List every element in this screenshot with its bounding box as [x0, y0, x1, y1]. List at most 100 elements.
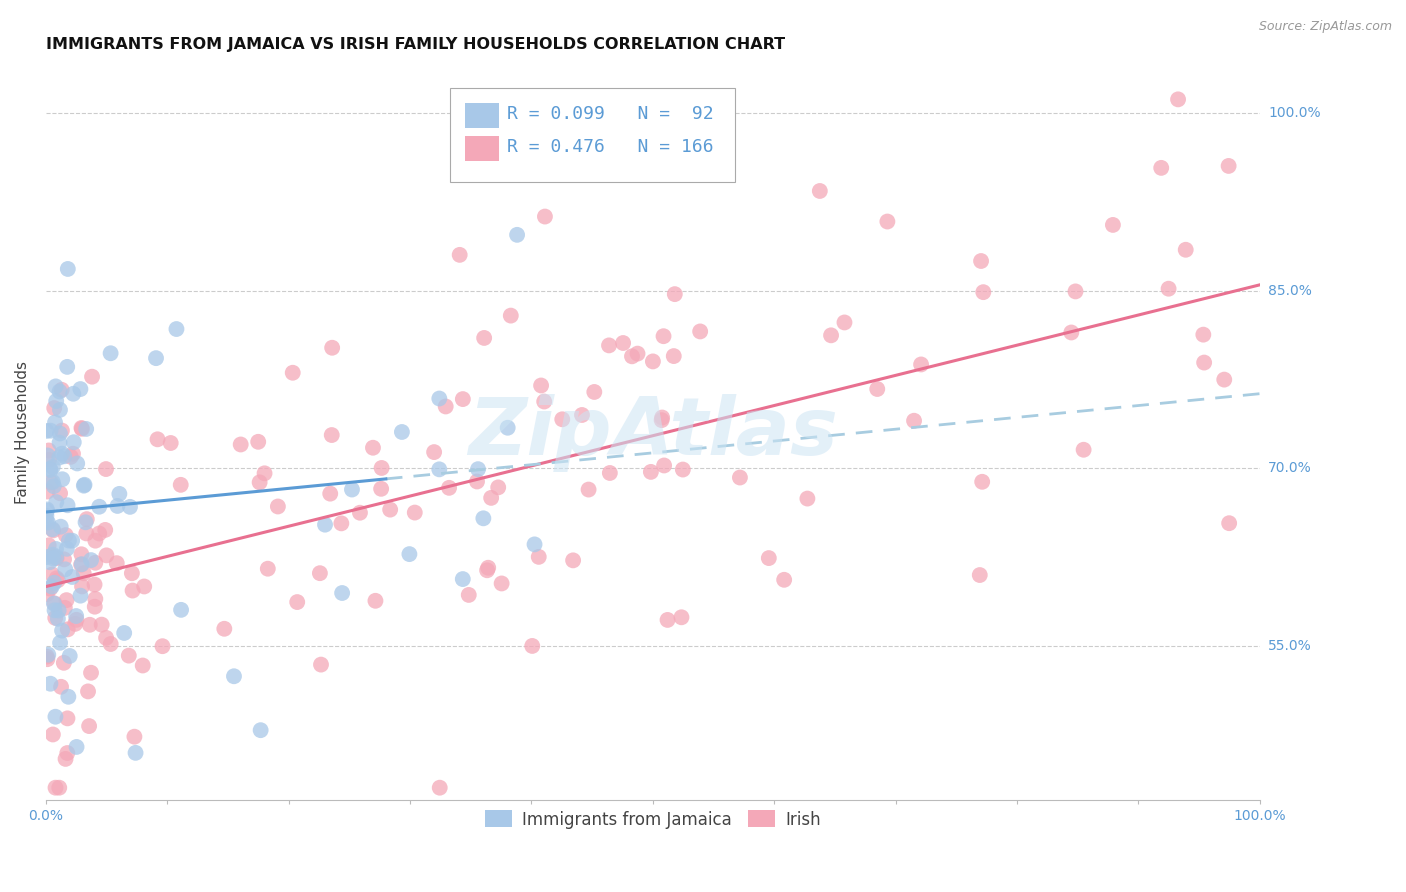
Point: [49, 426, 72, 441]
Point: [349, 506, 371, 520]
Point: [56, 746, 79, 760]
Point: [321, 341, 343, 355]
Point: [910, 358, 932, 372]
Point: [45, 550, 67, 565]
Point: [121, 583, 143, 598]
Point: [48, 384, 70, 399]
Point: [309, 566, 332, 581]
Point: [651, 410, 673, 425]
Point: [170, 478, 193, 492]
Point: [42, 475, 65, 489]
Point: [37, 449, 59, 463]
Point: [62, 435, 84, 450]
Point: [59, 648, 82, 663]
FancyBboxPatch shape: [465, 103, 499, 128]
Point: [121, 566, 143, 581]
Point: [1218, 159, 1240, 173]
Text: Source: ZipAtlas.com: Source: ZipAtlas.com: [1258, 20, 1392, 33]
Point: [35, 649, 58, 664]
Point: [506, 227, 529, 242]
Text: ZipAtlas: ZipAtlas: [468, 393, 838, 472]
Point: [46, 612, 69, 626]
Point: [434, 400, 457, 414]
Point: [249, 475, 271, 490]
Text: R = 0.476   N = 166: R = 0.476 N = 166: [508, 137, 714, 156]
Point: [1192, 355, 1215, 369]
Point: [42, 597, 65, 611]
Point: [49, 636, 72, 650]
Point: [75, 516, 97, 530]
Point: [146, 433, 169, 447]
Point: [41, 522, 63, 536]
Point: [94, 462, 117, 476]
Point: [626, 346, 648, 360]
Point: [44, 611, 66, 625]
Point: [42, 479, 65, 493]
FancyBboxPatch shape: [465, 136, 499, 161]
Point: [38, 443, 60, 458]
Point: [35, 514, 58, 528]
Point: [330, 586, 353, 600]
Point: [35, 587, 58, 601]
Point: [70, 579, 93, 593]
Point: [94, 631, 117, 645]
Point: [39, 463, 62, 477]
Point: [53, 562, 76, 576]
Point: [834, 315, 856, 329]
Point: [112, 626, 135, 640]
Point: [465, 475, 488, 489]
Point: [364, 594, 387, 608]
Point: [35, 508, 58, 523]
Point: [62, 386, 84, 401]
Point: [44, 710, 66, 724]
Point: [38, 453, 60, 467]
Point: [530, 378, 553, 392]
Point: [51, 472, 73, 486]
Point: [100, 346, 122, 360]
Point: [89, 526, 111, 541]
Point: [35, 424, 58, 438]
Point: [319, 486, 342, 500]
Point: [37, 484, 59, 499]
Point: [330, 516, 353, 531]
Point: [583, 384, 606, 399]
Point: [651, 413, 673, 427]
Point: [41, 567, 63, 582]
Point: [44, 780, 66, 795]
Point: [285, 595, 308, 609]
Point: [45, 571, 67, 585]
Point: [60, 533, 83, 548]
Point: [523, 537, 546, 551]
Point: [70, 547, 93, 561]
Point: [145, 351, 167, 366]
Point: [486, 480, 509, 494]
Point: [118, 648, 141, 663]
Point: [612, 336, 634, 351]
Point: [152, 639, 174, 653]
Point: [44, 603, 66, 617]
Point: [38, 555, 60, 569]
Point: [599, 466, 621, 480]
Point: [77, 719, 100, 733]
Point: [35, 504, 58, 518]
Point: [475, 563, 498, 577]
Point: [77, 684, 100, 698]
Point: [96, 549, 118, 563]
Point: [640, 465, 662, 479]
Point: [51, 383, 73, 397]
Point: [773, 573, 796, 587]
Point: [1064, 285, 1087, 299]
Point: [427, 392, 450, 406]
Point: [671, 610, 693, 624]
Point: [44, 416, 66, 430]
Point: [1060, 326, 1083, 340]
Point: [39, 462, 62, 476]
Point: [58, 533, 80, 548]
Point: [309, 657, 332, 672]
Point: [48, 780, 70, 795]
Point: [166, 322, 188, 336]
Point: [281, 366, 304, 380]
Point: [41, 580, 63, 594]
Point: [496, 421, 519, 435]
Point: [53, 449, 76, 463]
